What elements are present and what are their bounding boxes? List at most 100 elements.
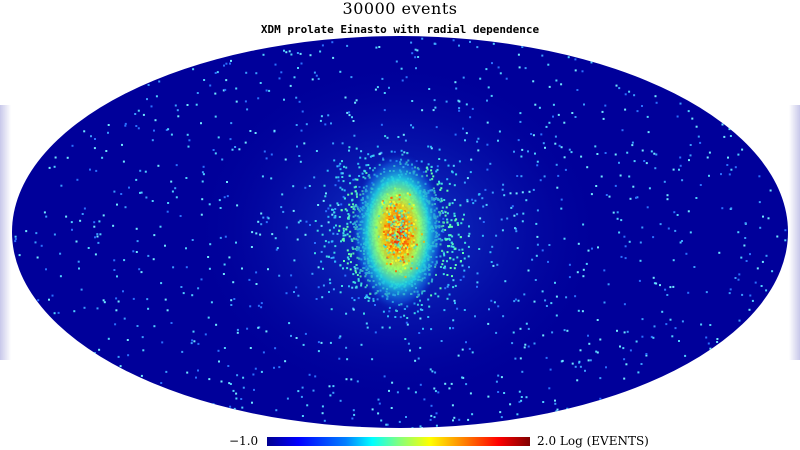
speckle bbox=[430, 294, 433, 297]
speckle bbox=[536, 235, 539, 238]
speckle bbox=[341, 142, 344, 145]
speckle bbox=[293, 76, 296, 79]
speckle bbox=[244, 100, 247, 103]
speckle bbox=[122, 160, 125, 163]
speckle bbox=[636, 196, 639, 199]
speckle bbox=[416, 310, 419, 313]
speckle bbox=[392, 232, 395, 235]
speckle bbox=[454, 219, 457, 222]
speckle bbox=[283, 49, 285, 52]
speckle bbox=[655, 153, 658, 156]
speckle bbox=[261, 175, 264, 178]
speckle bbox=[90, 135, 92, 138]
speckle bbox=[299, 160, 302, 163]
speckle bbox=[288, 322, 291, 325]
speckle bbox=[241, 267, 243, 270]
speckle bbox=[78, 267, 80, 270]
speckle bbox=[451, 275, 453, 278]
speckle bbox=[445, 100, 448, 103]
speckle bbox=[513, 214, 516, 217]
speckle bbox=[14, 235, 17, 238]
speckle bbox=[455, 87, 458, 90]
speckle bbox=[107, 131, 109, 134]
speckle bbox=[455, 218, 458, 221]
speckle bbox=[403, 263, 406, 265]
speckle bbox=[584, 369, 586, 372]
speckle bbox=[394, 259, 397, 262]
speckle bbox=[477, 149, 480, 152]
speckle bbox=[411, 255, 414, 258]
speckle bbox=[223, 196, 226, 199]
speckle bbox=[175, 196, 178, 199]
speckle bbox=[641, 318, 644, 321]
speckle bbox=[228, 256, 231, 259]
speckle bbox=[397, 216, 400, 219]
speckle bbox=[390, 206, 392, 209]
speckle bbox=[582, 268, 585, 271]
speckle bbox=[338, 225, 341, 228]
speckle bbox=[484, 188, 487, 191]
speckle bbox=[120, 193, 123, 195]
speckle bbox=[442, 266, 445, 269]
speckle bbox=[298, 100, 301, 103]
speckle bbox=[567, 56, 570, 59]
speckle bbox=[351, 286, 354, 289]
speckle bbox=[220, 380, 223, 383]
speckle bbox=[352, 409, 355, 412]
speckle bbox=[407, 229, 409, 232]
speckle bbox=[452, 39, 455, 42]
speckle bbox=[445, 238, 448, 241]
speckle bbox=[403, 261, 405, 264]
speckle bbox=[401, 212, 404, 215]
speckle bbox=[429, 145, 432, 148]
speckle bbox=[388, 224, 391, 227]
speckle bbox=[574, 365, 577, 368]
speckle bbox=[382, 310, 385, 313]
speckle bbox=[447, 164, 450, 167]
speckle bbox=[161, 341, 164, 344]
speckle bbox=[398, 230, 401, 233]
speckle bbox=[729, 135, 732, 137]
speckle bbox=[421, 309, 424, 311]
speckle bbox=[448, 387, 451, 390]
speckle bbox=[413, 239, 416, 242]
speckle bbox=[616, 329, 618, 332]
speckle bbox=[346, 222, 349, 225]
speckle bbox=[628, 240, 631, 243]
speckle bbox=[527, 327, 530, 330]
speckle bbox=[392, 253, 395, 256]
speckle bbox=[408, 224, 411, 227]
speckle bbox=[407, 259, 410, 262]
speckle bbox=[589, 359, 592, 362]
speckle bbox=[462, 252, 464, 254]
speckle bbox=[260, 302, 263, 305]
speckle bbox=[398, 224, 400, 226]
speckle bbox=[295, 96, 298, 99]
speckle bbox=[444, 265, 446, 268]
speckle bbox=[223, 64, 225, 67]
speckle bbox=[395, 203, 398, 206]
speckle bbox=[177, 115, 180, 118]
speckle bbox=[456, 222, 459, 225]
speckle bbox=[605, 194, 608, 196]
speckle bbox=[744, 237, 747, 239]
speckle bbox=[395, 229, 398, 232]
speckle bbox=[406, 192, 409, 195]
speckle bbox=[333, 226, 335, 229]
speckle bbox=[687, 110, 690, 113]
speckle bbox=[687, 210, 690, 213]
speckle bbox=[398, 237, 401, 240]
speckle bbox=[331, 240, 334, 243]
speckle bbox=[395, 232, 398, 235]
speckle bbox=[536, 209, 539, 212]
speckle bbox=[387, 238, 390, 241]
speckle bbox=[385, 262, 388, 265]
speckle bbox=[171, 190, 174, 193]
speckle bbox=[550, 302, 553, 305]
speckle bbox=[98, 348, 101, 351]
speckle bbox=[588, 342, 591, 345]
speckle bbox=[641, 335, 644, 338]
speckle bbox=[691, 117, 694, 120]
speckle bbox=[564, 168, 567, 171]
speckle bbox=[349, 182, 352, 185]
